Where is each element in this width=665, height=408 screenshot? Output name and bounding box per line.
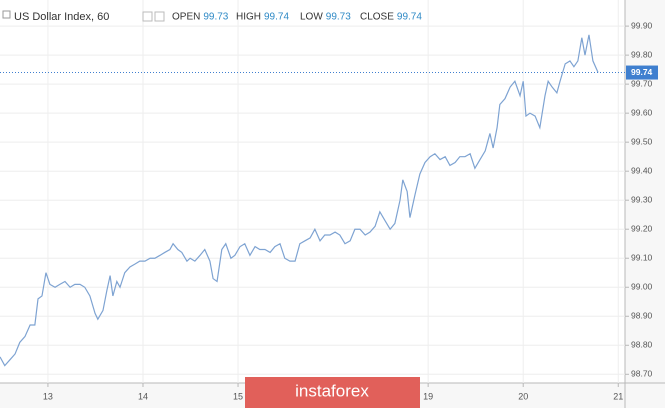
y-tick-label: 99.30 bbox=[631, 194, 653, 204]
y-tick-label: 98.90 bbox=[631, 311, 653, 321]
price-line bbox=[0, 34, 599, 367]
ohlc-value: 99.74 bbox=[397, 12, 422, 23]
collapse-icon[interactable] bbox=[2, 10, 11, 19]
ohlc-label: OPEN bbox=[172, 12, 200, 23]
y-tick-label: 99.40 bbox=[631, 165, 653, 175]
ohlc-value: 99.73 bbox=[326, 12, 351, 23]
x-tick-label: 19 bbox=[423, 391, 433, 401]
watermark-box bbox=[245, 377, 420, 408]
y-tick-label: 99.10 bbox=[631, 252, 653, 262]
ohlc-value: 99.74 bbox=[264, 12, 289, 23]
grid bbox=[0, 0, 625, 383]
y-tick-label: 98.70 bbox=[631, 369, 653, 379]
y-tick-label: 99.20 bbox=[631, 223, 653, 233]
y-tick-label: 99.50 bbox=[631, 136, 653, 146]
ohlc-label: LOW bbox=[300, 12, 323, 23]
close-icon[interactable] bbox=[154, 11, 165, 22]
y-tick-label: 99.70 bbox=[631, 78, 653, 88]
ohlc-label: HIGH bbox=[236, 12, 261, 23]
y-tick-label: 98.80 bbox=[631, 340, 653, 350]
last-price-label: 99.74 bbox=[631, 67, 653, 77]
x-tick-label: 20 bbox=[518, 391, 528, 401]
legend-header: US Dollar Index, 60 OPEN 99.73 HIGH 99.74 LO… bbox=[2, 10, 422, 23]
plot bbox=[0, 34, 625, 367]
watermark: instaforex bbox=[245, 377, 420, 408]
x-tick-label: 21 bbox=[613, 391, 623, 401]
axes: 98.70 98.80 98.90 99.00 99.10 99.20 99.30 99.40… bbox=[43, 20, 658, 401]
y-tick-label: 99.80 bbox=[631, 49, 653, 59]
ohlc-value: 99.73 bbox=[203, 12, 228, 23]
x-tick-label: 15 bbox=[233, 391, 243, 401]
ohlc-label: CLOSE bbox=[360, 12, 394, 23]
watermark-text: instaforex bbox=[295, 381, 369, 400]
y-tick-label: 99.90 bbox=[631, 20, 653, 30]
y-tick-label: 99.60 bbox=[631, 107, 653, 117]
settings-icon[interactable] bbox=[142, 11, 153, 22]
x-tick-label: 14 bbox=[138, 391, 148, 401]
x-tick-label: 13 bbox=[43, 391, 53, 401]
chart-title: US Dollar Index, 60 bbox=[14, 11, 109, 23]
last-price-box bbox=[626, 65, 658, 80]
y-tick-label: 99.00 bbox=[631, 282, 653, 292]
